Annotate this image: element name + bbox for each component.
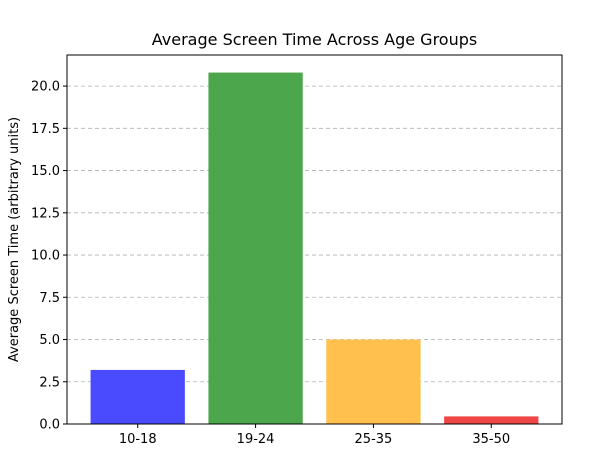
y-tick-label: 15.0 — [31, 164, 60, 179]
x-tick-label: 10-18 — [119, 432, 157, 447]
x-tick-label: 25-35 — [355, 432, 393, 447]
bar-10-18 — [90, 369, 185, 424]
bar-19-24 — [208, 72, 303, 425]
y-tick-label: 5.0 — [39, 333, 60, 348]
plot-frame — [66, 54, 563, 425]
y-axis-label: Average Screen Time (arbitrary units) — [7, 117, 22, 362]
x-axis-ticks: 10-18 19-24 25-35 35-50 — [119, 424, 510, 447]
y-tick-label: 17.5 — [31, 122, 60, 137]
y-tick-label: 2.5 — [39, 375, 60, 390]
y-axis-ticks: 0.0 2.5 5.0 7.5 10.0 12.5 15.0 17.5 20.0 — [31, 80, 67, 433]
y-tick-label: 7.5 — [39, 291, 60, 306]
bar-35-50 — [444, 416, 539, 424]
y-tick-label: 0.0 — [39, 418, 60, 433]
x-tick-label: 19-24 — [237, 432, 275, 447]
y-tick-label: 12.5 — [31, 206, 60, 221]
chart-title: Average Screen Time Across Age Groups — [152, 30, 477, 49]
bars — [90, 72, 539, 425]
gridlines — [67, 85, 562, 383]
bar-25-35 — [326, 339, 421, 424]
y-tick-label: 10.0 — [31, 249, 60, 264]
y-tick-label: 20.0 — [31, 80, 60, 95]
x-tick-label: 35-50 — [472, 432, 510, 447]
